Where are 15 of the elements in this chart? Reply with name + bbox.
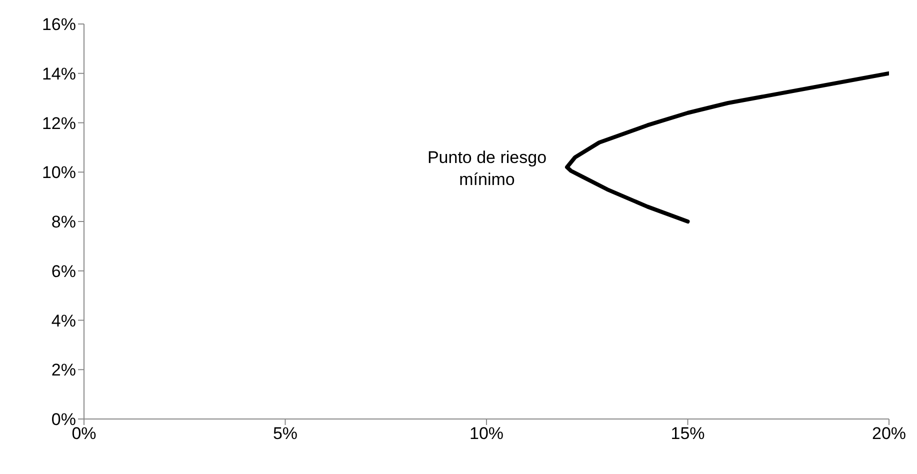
y-tick-label: 12% xyxy=(42,114,76,133)
x-tick-label: 20% xyxy=(872,424,906,444)
x-tick-label: 10% xyxy=(469,424,504,444)
y-tick-label: 8% xyxy=(51,212,76,232)
y-tick-label: 10% xyxy=(42,163,76,182)
y-tick-label: 6% xyxy=(51,262,76,281)
annotation: Punto de riesgo mínimo xyxy=(427,148,547,190)
y-tick-label: 14% xyxy=(42,64,76,84)
x-tick-label: 5% xyxy=(272,424,298,444)
y-tick-label: 2% xyxy=(51,360,76,380)
x-tick-label: 0% xyxy=(72,424,96,444)
x-tick-label: 15% xyxy=(670,424,705,444)
line-series xyxy=(565,71,889,224)
y-tick-label: 4% xyxy=(51,311,76,330)
y-tick-label: 16% xyxy=(42,15,76,34)
